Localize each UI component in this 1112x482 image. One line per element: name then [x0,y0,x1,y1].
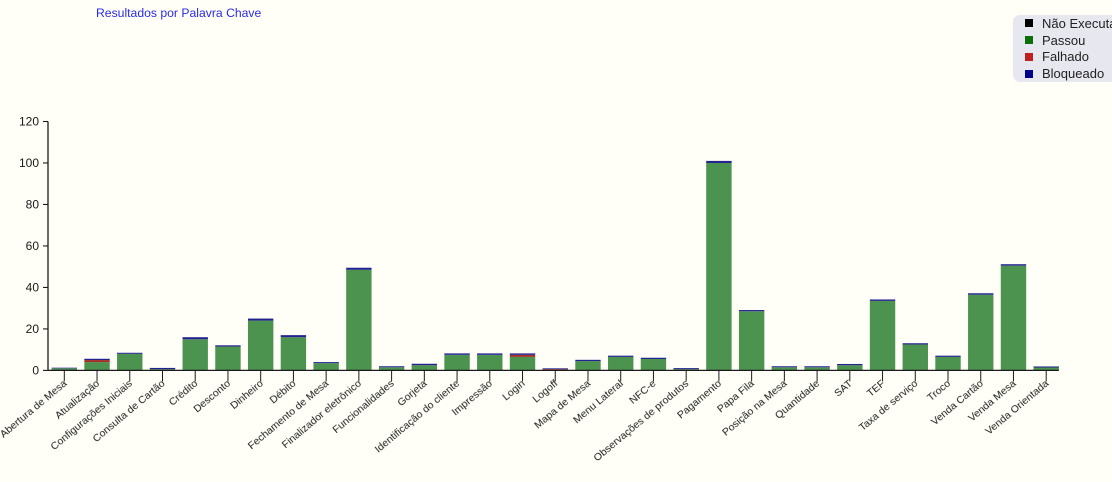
svg-text:0: 0 [32,363,39,377]
svg-text:Taxa de serviço: Taxa de serviço [857,377,921,433]
svg-text:120: 120 [19,115,39,129]
svg-text:SAT: SAT [832,377,855,399]
svg-text:Dinheiro: Dinheiro [228,377,266,411]
svg-text:Desconto: Desconto [191,377,233,415]
svg-text:40: 40 [26,280,40,294]
svg-text:TEF: TEF [865,378,888,400]
svg-text:Mapa de Mesa: Mapa de Mesa [532,377,593,431]
svg-text:60: 60 [26,239,40,253]
svg-text:Troco: Troco [925,377,953,403]
svg-text:20: 20 [26,322,40,336]
svg-text:Login: Login [500,377,528,403]
svg-text:100: 100 [19,156,39,170]
svg-text:80: 80 [26,197,40,211]
